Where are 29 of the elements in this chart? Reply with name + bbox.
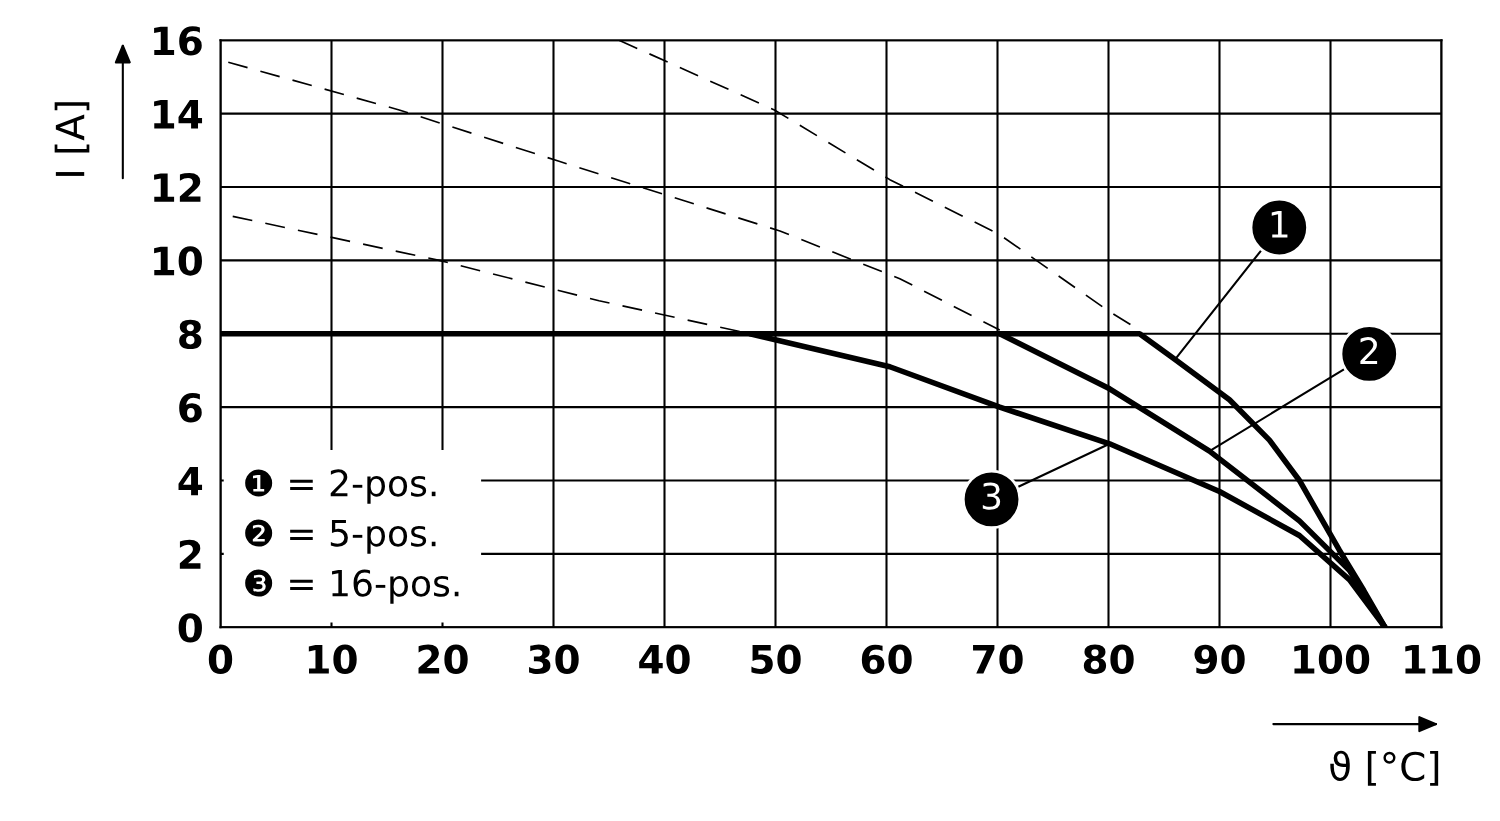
x-tick-label: 80 (1083, 644, 1134, 675)
x-tick-label: 20 (418, 644, 468, 675)
x-axis-title: ϑ [°C] (1330, 750, 1439, 786)
series-label: 3 (982, 482, 1001, 510)
x-tick-label: 30 (529, 644, 579, 675)
y-tick-label: 2 (179, 539, 201, 569)
x-tick-label: 70 (973, 644, 1023, 675)
text: 1 (1271, 211, 1288, 238)
x-tick-label: 0 (208, 644, 233, 675)
y-tick-label: 12 (154, 172, 201, 202)
x-tick-label: 10 (308, 644, 357, 675)
y-tick-label: 8 (179, 319, 202, 350)
x-tick-label: 90 (1194, 644, 1245, 675)
x-tick-label: 110 (1405, 644, 1481, 675)
y-tick-label: 6 (179, 393, 202, 423)
x-tick-label: 60 (861, 644, 912, 675)
text: 2 (1360, 337, 1378, 364)
annotation: ❸ = 16-pos. (245, 569, 459, 604)
x-tick-label: 40 (639, 644, 690, 675)
y-tick-label: 14 (154, 100, 203, 129)
y-tick-label: 4 (178, 466, 203, 496)
x-tick-label: 100 (1294, 644, 1370, 675)
y-tick-label: 10 (154, 246, 202, 276)
annotation: ❷ = 5-pos. (245, 519, 436, 554)
y-tick-label: 16 (154, 26, 202, 56)
x-tick-label: 50 (751, 644, 801, 675)
y-tick-label: 0 (178, 613, 202, 643)
y-axis-title: I [A] (54, 102, 90, 176)
annotation: ❶ = 2-pos. (245, 469, 436, 504)
